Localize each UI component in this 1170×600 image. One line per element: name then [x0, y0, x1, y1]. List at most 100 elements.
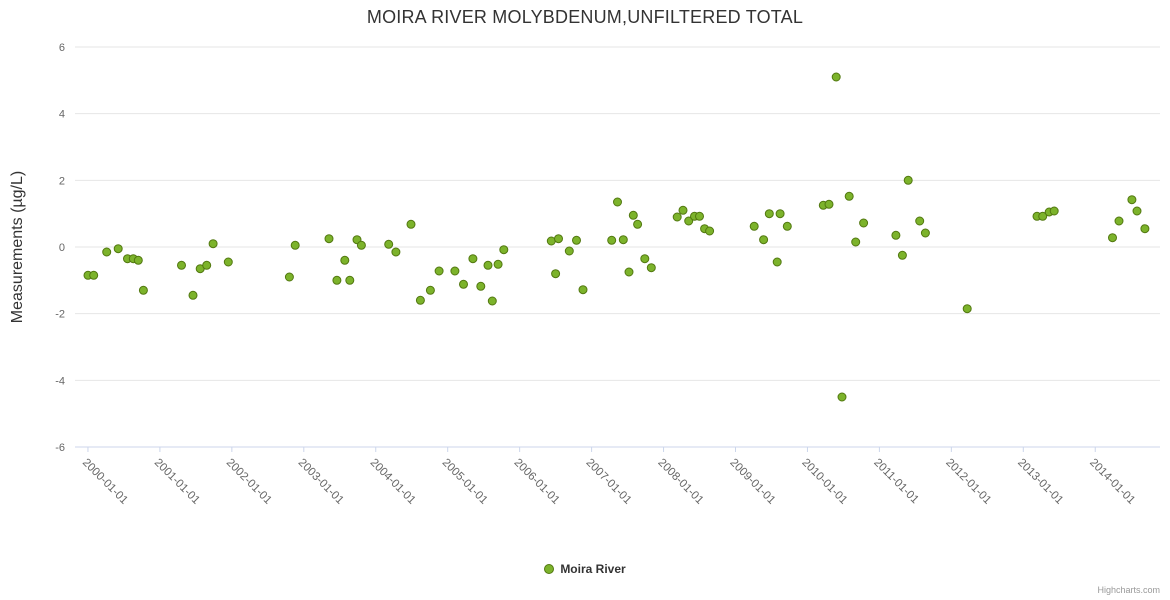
x-tick-label: 2008-01-01 [655, 457, 705, 507]
data-point[interactable] [695, 211, 704, 221]
data-point[interactable] [851, 237, 861, 247]
data-point[interactable] [384, 239, 394, 249]
data-point[interactable] [138, 285, 148, 295]
x-tick-label: 2010-01-01 [799, 457, 849, 507]
data-point[interactable] [340, 255, 350, 265]
chart-title: MOIRA RIVER MOLYBDENUM,UNFILTERED TOTAL [366, 7, 804, 27]
data-point[interactable] [468, 254, 478, 264]
data-point[interactable] [1049, 206, 1059, 216]
data-point[interactable] [391, 247, 401, 257]
legend: Moira River [0, 562, 1170, 576]
data-point[interactable] [554, 234, 563, 244]
legend-marker-icon [544, 564, 555, 574]
data-point[interactable] [425, 285, 435, 295]
data-point[interactable] [1038, 211, 1048, 221]
data-point[interactable] [89, 270, 99, 280]
x-tick-label: 2003-01-01 [296, 457, 346, 507]
data-point[interactable] [646, 263, 656, 273]
data-point[interactable] [772, 257, 782, 267]
data-point[interactable] [831, 72, 841, 82]
data-point[interactable] [1114, 216, 1124, 226]
data-point[interactable] [223, 257, 233, 267]
data-point[interactable] [962, 304, 972, 314]
data-point[interactable] [133, 255, 143, 265]
y-tick-label: 2 [59, 175, 65, 187]
data-point[interactable] [915, 216, 925, 226]
data-point[interactable] [450, 266, 460, 276]
data-point[interactable] [782, 221, 792, 231]
data-point[interactable] [1127, 195, 1137, 205]
x-tick-label: 2009-01-01 [727, 457, 777, 507]
data-point[interactable] [290, 240, 300, 250]
data-point[interactable] [764, 209, 774, 219]
data-point[interactable] [324, 234, 334, 244]
data-point[interactable] [705, 226, 715, 236]
data-point[interactable] [332, 275, 342, 285]
data-point[interactable] [749, 221, 759, 231]
x-tick-label: 2011-01-01 [871, 457, 920, 506]
data-point[interactable] [345, 275, 355, 285]
y-tick-label: -4 [55, 375, 65, 387]
data-point[interactable] [678, 205, 688, 215]
x-tick-label: 2000-01-01 [80, 457, 130, 507]
plot-area: Measurements (µg/L) -6 -4 -2 0 2 4 6 2000-01-01… [9, 42, 1160, 507]
data-point[interactable] [844, 191, 854, 201]
data-point[interactable] [903, 175, 913, 185]
data-point[interactable] [459, 279, 468, 289]
data-point[interactable] [188, 290, 198, 300]
data-point[interactable] [356, 240, 366, 250]
data-point[interactable] [476, 281, 486, 291]
data-point[interactable] [434, 266, 444, 276]
data-point[interactable] [628, 210, 638, 220]
data-point[interactable] [564, 246, 574, 256]
legend-item-moira-river[interactable]: Moira River [544, 562, 626, 576]
data-point[interactable] [1132, 206, 1142, 216]
data-point[interactable] [897, 250, 907, 260]
highcharts-credit[interactable]: Highcharts.com [1097, 585, 1160, 595]
x-tick-label: 2005-01-01 [440, 457, 490, 507]
data-point[interactable] [824, 199, 834, 209]
data-point[interactable] [837, 392, 847, 402]
data-point[interactable] [284, 272, 294, 282]
data-point[interactable] [1108, 233, 1117, 243]
data-point[interactable] [618, 235, 628, 245]
x-tick-label: 2004-01-01 [368, 457, 418, 507]
y-tick-label: 6 [59, 42, 65, 54]
data-point[interactable] [684, 216, 694, 226]
data-point[interactable] [202, 260, 212, 270]
data-point[interactable] [607, 235, 617, 245]
data-point[interactable] [624, 267, 634, 277]
y-tick-label: 0 [59, 242, 65, 254]
data-point[interactable] [406, 219, 416, 229]
x-tick-label: 2012-01-01 [943, 457, 993, 507]
data-point[interactable] [859, 218, 869, 228]
data-point[interactable] [640, 254, 650, 264]
data-point[interactable] [572, 235, 581, 245]
legend-label: Moira River [560, 562, 626, 576]
data-point[interactable] [208, 239, 218, 249]
data-point[interactable] [672, 212, 682, 222]
data-point[interactable] [633, 219, 643, 229]
data-point[interactable] [613, 197, 622, 207]
data-point[interactable] [177, 260, 186, 270]
data-point[interactable] [483, 260, 493, 270]
data-point[interactable] [578, 285, 588, 295]
data-point[interactable] [493, 259, 503, 269]
y-axis-title: Measurements (µg/L) [9, 171, 26, 323]
data-point[interactable] [102, 247, 112, 257]
data-point[interactable] [487, 296, 497, 306]
data-point[interactable] [759, 235, 769, 245]
data-point[interactable] [920, 228, 930, 238]
data-point[interactable] [499, 245, 509, 255]
data-point[interactable] [551, 269, 561, 279]
data-point[interactable] [113, 244, 123, 254]
data-point[interactable] [1140, 224, 1150, 234]
x-tick-label: 2001-01-01 [152, 457, 202, 507]
data-point[interactable] [415, 295, 425, 305]
x-tick-label: 2006-01-01 [512, 457, 562, 507]
data-point[interactable] [775, 209, 785, 219]
data-point[interactable] [891, 230, 901, 240]
x-tick-label: 2007-01-01 [583, 457, 633, 507]
y-tick-label: -6 [55, 442, 65, 454]
